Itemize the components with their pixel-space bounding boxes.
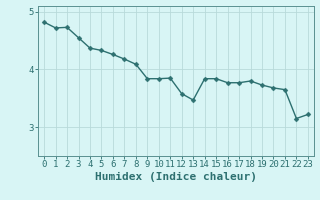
X-axis label: Humidex (Indice chaleur): Humidex (Indice chaleur) [95,172,257,182]
